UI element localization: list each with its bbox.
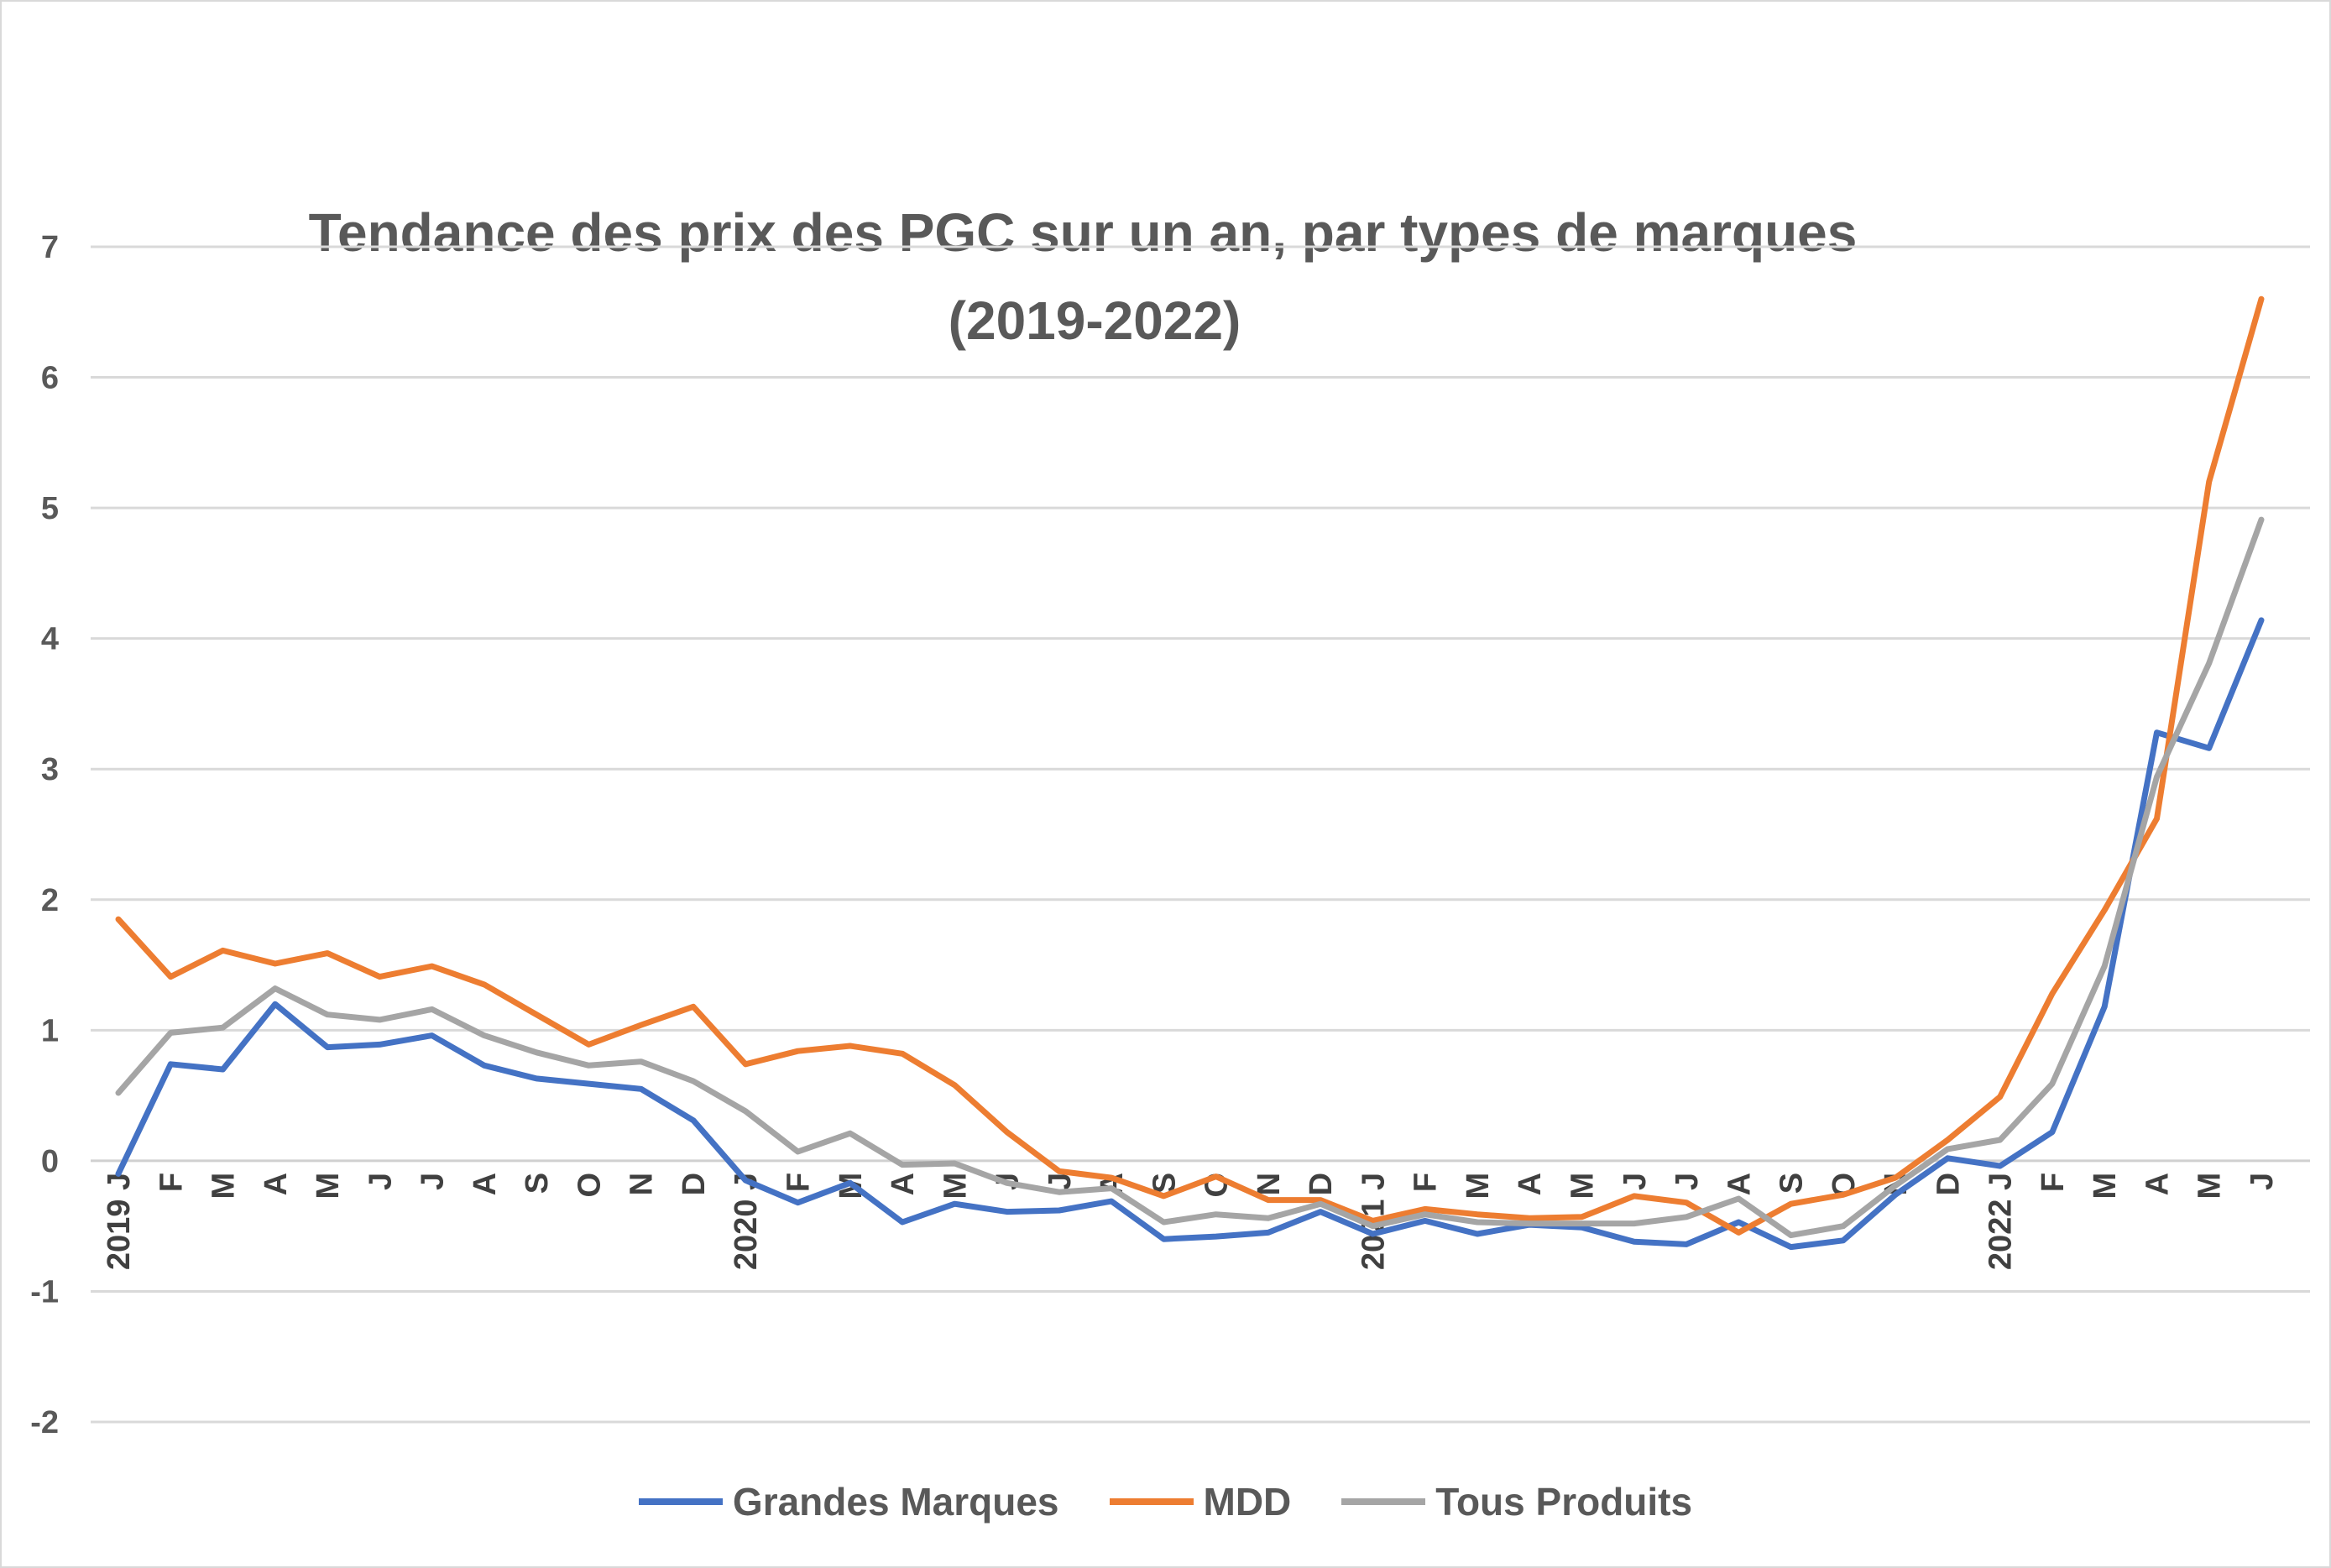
x-tick-label: M <box>2192 1173 2228 1200</box>
x-tick-label: M <box>1461 1173 1496 1200</box>
legend-swatch <box>1341 1498 1426 1505</box>
x-tick-label: F <box>154 1173 189 1192</box>
x-tick-label: A <box>259 1173 294 1195</box>
x-tick-label: F <box>2036 1173 2071 1192</box>
x-tick-label: S <box>520 1173 555 1194</box>
y-tick-label: 1 <box>41 1013 59 1048</box>
x-tick-label: D <box>1304 1173 1339 1195</box>
y-tick-label: 2 <box>41 883 59 918</box>
legend: Grandes Marques MDD Tous Produits <box>0 1479 2331 1524</box>
x-tick-label: F <box>1409 1173 1444 1192</box>
x-tick-label: J <box>1618 1173 1653 1190</box>
x-tick-label: A <box>886 1173 921 1195</box>
legend-item: Grandes Marques <box>638 1479 1059 1524</box>
x-tick-label: J <box>416 1173 451 1190</box>
y-tick-label: 7 <box>41 230 59 265</box>
series-lines <box>115 295 2265 1251</box>
x-tick-label: M <box>311 1173 346 1200</box>
y-tick-label: 3 <box>41 752 59 787</box>
x-axis: 2019 J F M A M J J A S O N D 2020 J F M A M J J A S O N D 2021 J… <box>102 1173 2280 1270</box>
gridlines <box>91 245 2310 1424</box>
y-tick-label: 0 <box>41 1144 59 1179</box>
chart-subtitle: (2019-2022) <box>948 290 1241 351</box>
x-tick-label: 2022 J <box>1983 1173 2019 1270</box>
y-tick-label: -2 <box>30 1405 59 1440</box>
x-tick-label: N <box>625 1173 660 1195</box>
x-tick-label: D <box>677 1173 712 1195</box>
x-tick-label: M <box>2088 1173 2123 1200</box>
legend-label: Grandes Marques <box>732 1480 1059 1524</box>
x-tick-label: J <box>1670 1173 1705 1190</box>
legend-swatch <box>1109 1498 1194 1505</box>
x-tick-label: O <box>572 1173 607 1198</box>
x-tick-label: F <box>781 1173 816 1192</box>
x-tick-label: D <box>1931 1173 1966 1195</box>
x-tick-label: M <box>206 1173 242 1200</box>
x-tick-label: N <box>1252 1173 1287 1195</box>
legend-item: Tous Produits <box>1341 1479 1692 1524</box>
x-tick-label: A <box>1513 1173 1548 1195</box>
legend-item: MDD <box>1109 1479 1292 1524</box>
series-line-1 <box>115 617 2265 1251</box>
y-axis: 7 6 5 4 3 2 1 0 -1 -2 <box>30 230 59 1440</box>
x-tick-label: J <box>2245 1173 2280 1190</box>
y-tick-label: 6 <box>41 361 59 396</box>
legend-label: Tous Produits <box>1435 1480 1693 1524</box>
series-line-3 <box>115 516 2265 1239</box>
y-tick-label: 5 <box>41 491 59 526</box>
x-tick-label: M <box>1565 1173 1601 1200</box>
x-tick-label: M <box>938 1173 973 1200</box>
y-tick-label: 4 <box>41 622 59 657</box>
x-tick-label: J <box>363 1173 398 1190</box>
chart-title: Tendance des prix des PGC sur un an, par… <box>308 202 1858 263</box>
legend-label: MDD <box>1203 1480 1292 1524</box>
y-tick-label: -1 <box>30 1274 59 1309</box>
legend-swatch <box>638 1498 723 1505</box>
x-tick-label: S <box>1774 1173 1810 1194</box>
series-line-2 <box>115 295 2265 1236</box>
x-tick-label: A <box>1722 1173 1757 1195</box>
x-tick-label: J <box>1043 1173 1078 1190</box>
x-tick-label: 2019 J <box>102 1173 137 1270</box>
x-tick-label: A <box>468 1173 503 1195</box>
x-tick-label: A <box>2140 1173 2175 1195</box>
